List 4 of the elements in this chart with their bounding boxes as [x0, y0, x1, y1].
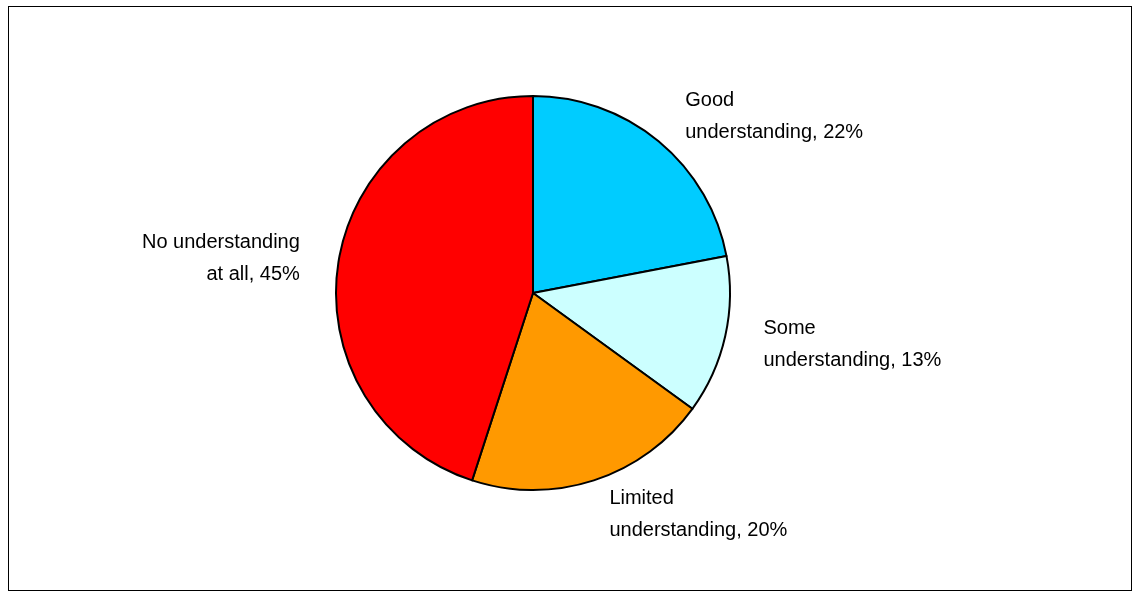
- slice-label: No understanding at all, 45%: [141, 229, 301, 284]
- slice-label: Good understanding, 22%: [685, 88, 864, 143]
- slice-label: Some understanding, 13%: [763, 316, 942, 371]
- slice-label: Limited understanding, 20%: [609, 485, 788, 540]
